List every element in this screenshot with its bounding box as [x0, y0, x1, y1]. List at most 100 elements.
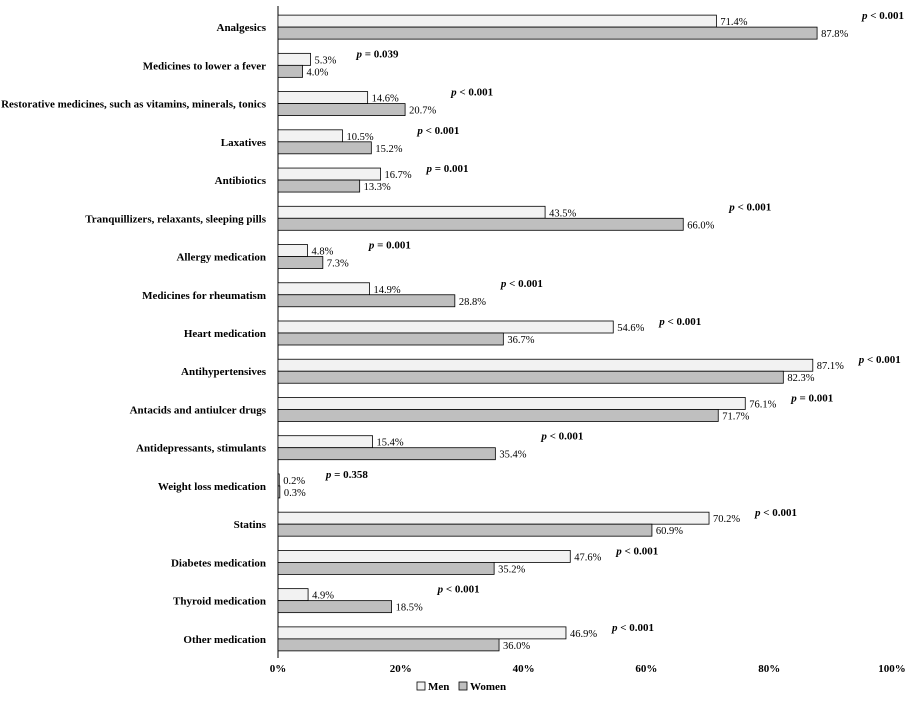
p-value-annotation: p < 0.001 [611, 622, 654, 634]
bar-men [277, 320, 614, 334]
category-label: Statins [234, 519, 267, 531]
value-label-men: 70.2% [713, 514, 740, 525]
value-label-men: 47.6% [574, 552, 601, 563]
bar-women [277, 562, 495, 575]
value-label-women: 7.3% [327, 259, 349, 270]
x-tick-label: 20% [390, 663, 412, 675]
x-tick-label: 100% [878, 663, 906, 675]
category-label: Antacids and antiulcer drugs [130, 404, 267, 416]
value-label-men: 71.4% [720, 17, 747, 28]
bar-women [277, 409, 719, 422]
x-tick-label: 40% [513, 663, 535, 675]
value-label-men: 0.2% [283, 476, 305, 487]
category-label: Other medication [183, 634, 266, 646]
bar-men [277, 282, 370, 296]
bar-men [277, 14, 717, 28]
bar-men [277, 626, 567, 640]
p-value-annotation: p = 0.001 [426, 163, 469, 175]
x-tick-label: 80% [758, 663, 780, 675]
value-label-men: 4.9% [312, 591, 334, 602]
bar-men [277, 91, 369, 104]
value-label-men: 10.5% [346, 132, 373, 143]
value-label-women: 36.0% [503, 641, 530, 652]
value-label-men: 16.7% [385, 170, 412, 181]
bar-men [277, 550, 571, 563]
value-label-women: 18.5% [396, 603, 423, 614]
value-label-women: 87.8% [821, 29, 848, 40]
value-label-women: 82.3% [787, 373, 814, 384]
category-label: Weight loss medication [158, 481, 266, 493]
value-label-men: 54.6% [617, 323, 644, 334]
legend: Men Women [416, 681, 506, 693]
category-label: Antihypertensives [181, 366, 267, 378]
bar-men [277, 205, 546, 219]
value-label-women: 4.0% [307, 67, 329, 78]
bar-women [277, 179, 361, 193]
p-value-annotation: p = 0.001 [790, 392, 833, 404]
p-value-annotation: p < 0.001 [615, 545, 658, 557]
bar-women [277, 256, 324, 269]
bar-men [277, 358, 814, 372]
bar-women [277, 26, 818, 40]
p-value-annotation: p < 0.001 [437, 584, 480, 596]
bars [277, 14, 818, 652]
value-label-women: 35.4% [499, 450, 526, 461]
bar-men [277, 244, 308, 257]
bar-men [277, 435, 373, 449]
value-label-women: 35.2% [498, 564, 525, 575]
category-label: Diabetes medication [171, 557, 266, 569]
value-label-women: 71.7% [722, 411, 749, 422]
bar-men [277, 52, 311, 66]
value-label-men: 15.4% [377, 438, 404, 449]
bar-women [277, 141, 372, 155]
category-label: Analgesics [217, 22, 267, 34]
category-label: Laxatives [221, 137, 267, 149]
bar-women [277, 600, 392, 614]
labels: Analgesics 71.4% 87.8% p < 0.001 Medicines t… [1, 10, 904, 652]
bar-women [277, 217, 684, 231]
value-label-women: 66.0% [687, 220, 714, 231]
value-label-women: 60.9% [656, 526, 683, 537]
category-label: Restorative medicines, such as vitamins,… [1, 99, 267, 111]
bar-men [277, 167, 381, 181]
bar-women [277, 485, 281, 499]
p-value-annotation: p < 0.001 [858, 354, 901, 366]
legend-swatch-men [416, 681, 426, 691]
p-value-annotation: p < 0.001 [728, 201, 771, 213]
p-value-annotation: p < 0.001 [450, 87, 493, 99]
category-label: Heart medication [184, 328, 266, 340]
bar-women [277, 523, 653, 537]
value-label-men: 5.3% [315, 55, 337, 66]
p-value-annotation: p < 0.001 [500, 278, 543, 290]
bar-men [277, 397, 746, 410]
bar-men [277, 129, 343, 143]
p-value-annotation: p = 0.039 [356, 48, 400, 60]
category-label: Thyroid medication [173, 596, 266, 608]
value-label-men: 76.1% [749, 399, 776, 410]
bar-women [277, 294, 456, 308]
p-value-annotation: p < 0.001 [540, 431, 583, 443]
value-label-men: 46.9% [570, 629, 597, 640]
value-label-men: 14.6% [372, 94, 399, 105]
value-label-women: 28.8% [459, 297, 486, 308]
bar-women [277, 638, 500, 652]
p-value-annotation: p < 0.001 [861, 10, 904, 22]
p-value-annotation: p = 0.358 [325, 469, 369, 481]
legend-label-men: Men [428, 681, 449, 693]
value-label-men: 43.5% [549, 208, 576, 219]
category-label: Antibiotics [215, 175, 267, 187]
p-value-annotation: p = 0.001 [368, 240, 411, 252]
category-label: Medicines to lower a fever [143, 60, 266, 72]
bar-women [277, 332, 504, 346]
bar-women [277, 370, 784, 384]
bar-men [277, 588, 309, 602]
value-label-women: 20.7% [409, 106, 436, 117]
value-label-women: 13.3% [364, 182, 391, 193]
bar-men [277, 511, 710, 525]
category-label: Antidepressants, stimulants [136, 443, 267, 455]
category-label: Tranquillizers, relaxants, sleeping pill… [85, 213, 267, 225]
legend-label-women: Women [470, 681, 506, 693]
category-label: Allergy medication [176, 252, 266, 264]
bar-women [277, 103, 406, 116]
